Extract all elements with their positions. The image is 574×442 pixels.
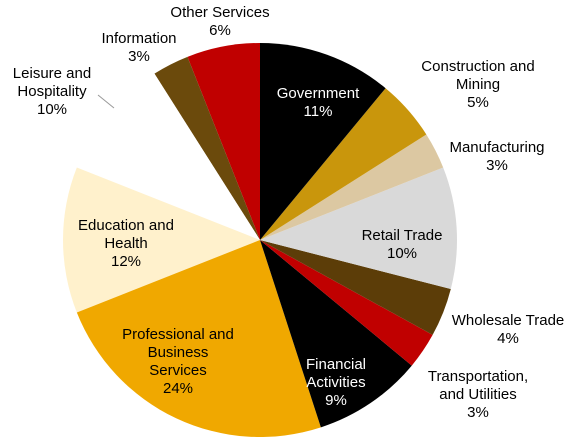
pie-slice: [76, 73, 260, 241]
category-label: Manufacturing: [449, 139, 545, 156]
category-label: Information: [101, 30, 177, 47]
pie-slice: [260, 134, 444, 240]
slice-label: Government 11%: [277, 85, 360, 121]
pie-slice: [260, 240, 433, 366]
category-label: Construction and Mining: [421, 58, 535, 93]
value-label: 4%: [497, 330, 519, 347]
slice-label: Retail Trade 10%: [362, 227, 443, 263]
category-label: Other Services: [170, 4, 270, 21]
pie-slice: [260, 240, 451, 335]
pie-slice: [260, 167, 457, 289]
category-label: Professional and Business Services: [122, 326, 234, 379]
slice-label: Other Services 6%: [170, 4, 269, 40]
category-label: Transportation, and Utilities: [427, 368, 529, 403]
value-label: 10%: [386, 245, 418, 262]
slice-label: Financial Activities 9%: [306, 356, 366, 410]
value-label: 3%: [486, 157, 508, 174]
slice-label: Education and Health 12%: [78, 217, 174, 271]
pie-slice: [260, 240, 412, 428]
value-label: 9%: [325, 392, 347, 409]
category-label: Education and Health: [78, 217, 174, 252]
slice-label: Manufacturing 3%: [449, 139, 544, 175]
pie-slice: [62, 167, 260, 313]
slice-label: Information 3%: [101, 30, 176, 66]
value-label: 6%: [209, 22, 231, 39]
leader-line: [97, 94, 115, 109]
value-label: 24%: [162, 380, 194, 397]
pie-slice: [76, 240, 321, 437]
value-label: 5%: [467, 94, 489, 111]
value-label: 12%: [110, 253, 142, 270]
slice-label: Construction and Mining 5%: [421, 58, 534, 112]
pie-slice: [260, 43, 386, 240]
category-label: Government: [276, 85, 360, 102]
pie-slice: [260, 88, 427, 240]
category-label: Wholesale Trade: [451, 312, 565, 329]
slice-label: Wholesale Trade 4%: [452, 312, 565, 348]
value-label: 10%: [36, 101, 68, 118]
pie-slice: [154, 56, 260, 241]
slice-label: Leisure and Hospitality 10%: [13, 65, 91, 119]
slice-label: Transportation, and Utilities 3%: [428, 368, 528, 422]
category-label: Financial Activities: [305, 356, 367, 391]
slice-label: Professional and Business Services 24%: [122, 326, 234, 398]
category-label: Retail Trade: [361, 227, 443, 244]
value-label: 3%: [128, 48, 150, 65]
pie-slice: [187, 43, 260, 240]
category-label: Leisure and Hospitality: [12, 65, 92, 100]
value-label: 3%: [467, 404, 489, 421]
value-label: 11%: [303, 103, 333, 120]
